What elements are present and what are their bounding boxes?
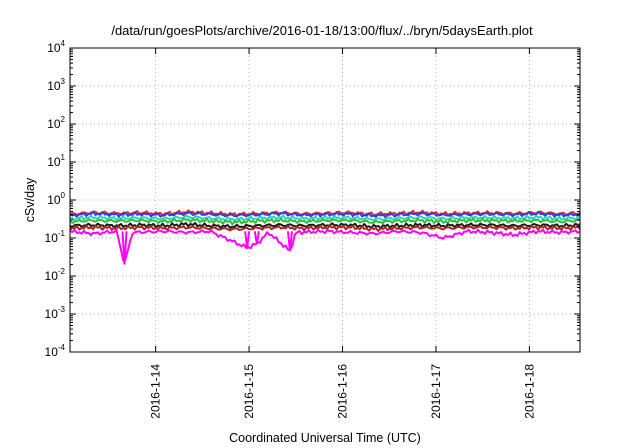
series-line: [69, 214, 581, 223]
series-dip: [121, 231, 128, 265]
series-line: [69, 222, 581, 230]
series-dip: [286, 231, 293, 252]
x-tick-label: 2016-1-15: [242, 364, 256, 419]
plot-frame: [69, 47, 581, 353]
y-tick-label: 10-1: [45, 229, 66, 245]
x-ticks: 2016-1-14 2016-1-15 2016-1-16 2016-1-17 2016…: [149, 48, 536, 419]
y-tick-label: 104: [47, 39, 65, 55]
y-ticks: 10-4 10-3 10-2 10-1 100 101 102 103 104: [45, 39, 580, 359]
y-tick-label: 10-4: [45, 343, 66, 359]
series-line: [69, 224, 581, 232]
y-tick-label: 101: [47, 153, 65, 169]
y-tick-label: 102: [47, 115, 65, 131]
series-line: [69, 217, 581, 226]
x-tick-label: 2016-1-16: [336, 364, 350, 419]
series-group: [69, 209, 581, 265]
x-tick-label: 2016-1-17: [429, 364, 443, 419]
series-line: [69, 228, 581, 262]
y-tick-label: 100: [47, 191, 65, 207]
y-tick-label: 103: [47, 77, 65, 93]
series-line: [69, 210, 581, 219]
y-tick-label: 10-2: [45, 267, 66, 283]
y-tick-label: 10-3: [45, 305, 66, 321]
y-axis-label: cSv/day: [23, 177, 37, 222]
grid: [70, 48, 580, 352]
x-axis-label: Coordinated Universal Time (UTC): [229, 431, 421, 445]
x-tick-label: 2016-1-18: [522, 364, 536, 419]
x-tick-label: 2016-1-14: [149, 364, 163, 419]
chart-title: /data/run/goesPlots/archive/2016-01-18/1…: [111, 23, 533, 38]
